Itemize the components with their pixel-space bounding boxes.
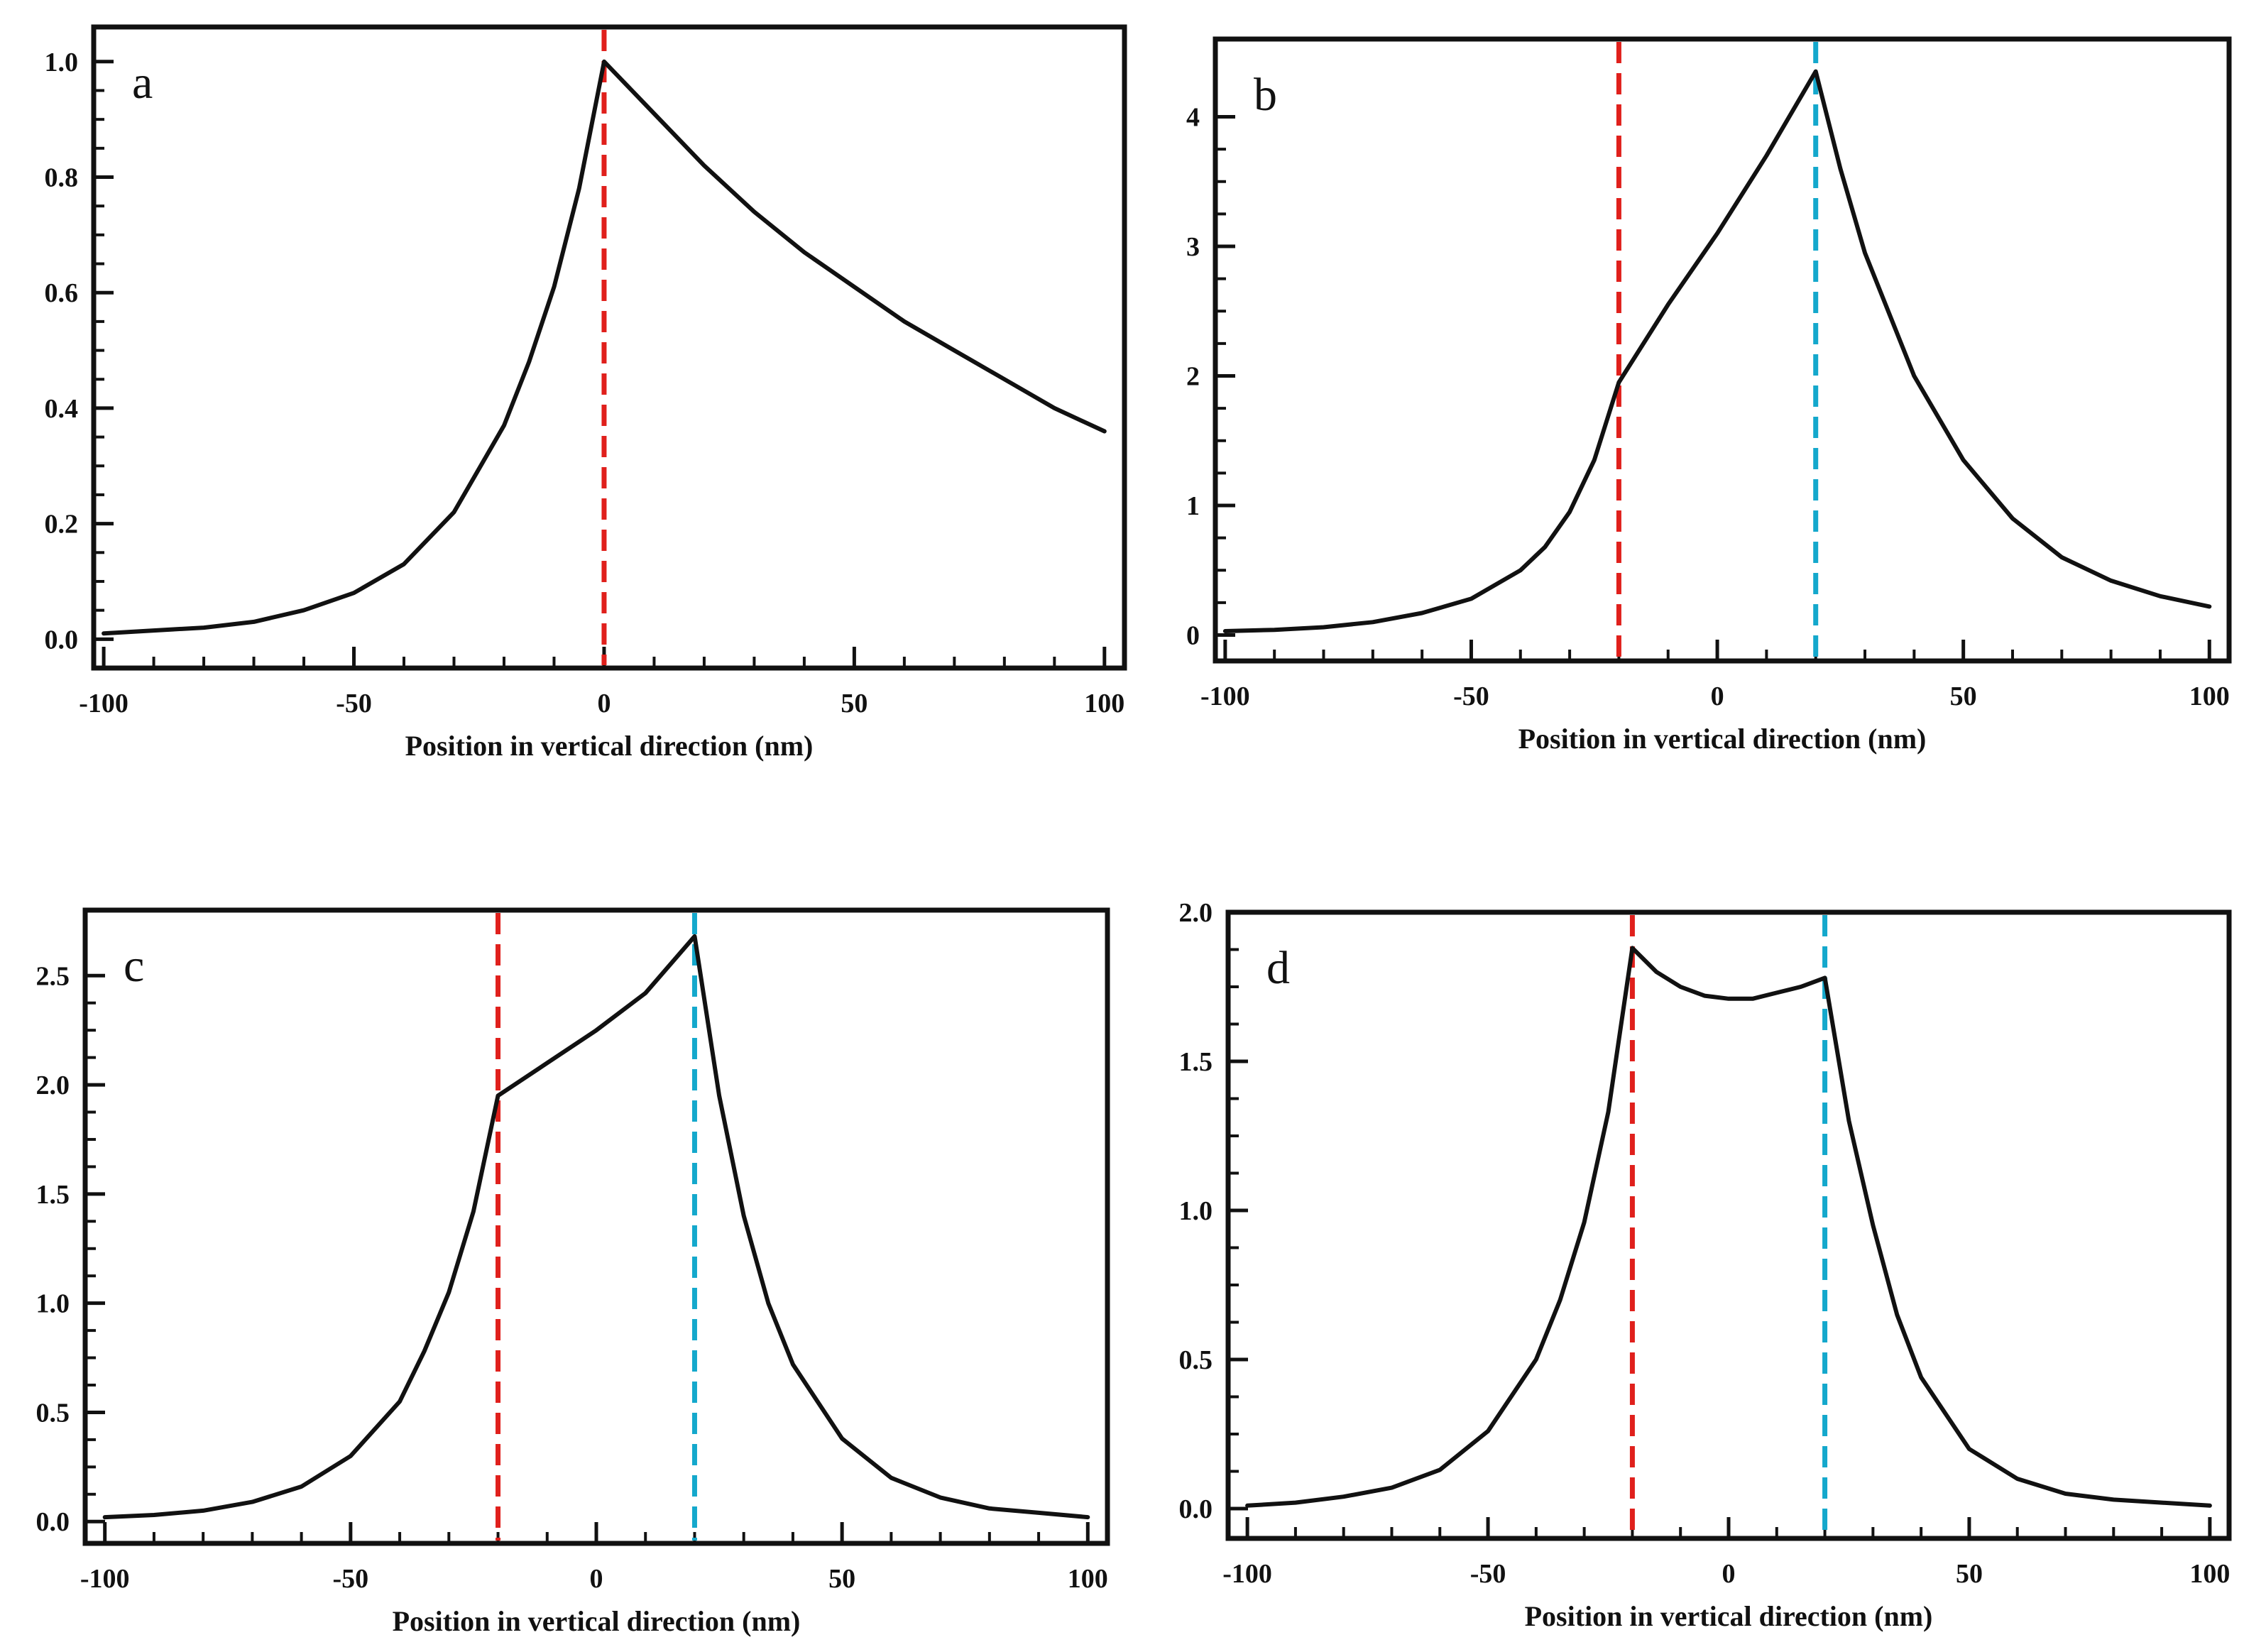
series-line-profile [102, 934, 1090, 1520]
x-tick-label: 0 [1722, 1559, 1736, 1589]
series-line-profile [102, 59, 1107, 636]
y-tick-label: 2.5 [36, 961, 70, 991]
chart-panel-b: -100 -50 0 50 100 0 1 2 3 4 b Position in vertical … [1186, 36, 2232, 755]
x-axis-title: Position in vertical direction (nm) [405, 730, 814, 762]
plot-frame [91, 24, 1127, 671]
y-tick-label: 0.0 [1179, 1494, 1213, 1524]
x-tick-label: 50 [828, 1564, 855, 1594]
y-tick-label: 0.2 [45, 510, 79, 540]
panel-label: c [124, 940, 144, 992]
plot-frame [1225, 909, 2232, 1541]
x-tick-label: 0 [597, 689, 611, 718]
plot-frame [1213, 36, 2232, 664]
x-tick-label: 50 [1956, 1559, 1983, 1589]
y-tick-label: 0.5 [36, 1398, 70, 1428]
y-tick-label: 1.5 [1179, 1047, 1213, 1077]
x-tick-label: 0 [590, 1564, 603, 1594]
x-axis-title: Position in vertical direction (nm) [393, 1605, 801, 1637]
y-tick-label: 1.0 [1179, 1196, 1213, 1226]
x-tick-label: 100 [1084, 689, 1124, 718]
x-tick-label: -50 [1470, 1559, 1506, 1589]
y-tick-label: 3 [1186, 232, 1200, 262]
y-tick-label: 1 [1186, 491, 1200, 521]
y-tick-label: 1.0 [36, 1289, 70, 1319]
y-tick-label: 0.6 [45, 278, 79, 308]
x-tick-label: 100 [1068, 1564, 1108, 1594]
x-tick-label: -50 [333, 1564, 369, 1594]
x-tick-label: -50 [1453, 682, 1489, 711]
x-tick-label: -100 [80, 1564, 130, 1594]
y-tick-label: 0.5 [1179, 1345, 1213, 1375]
y-tick-label: 2.0 [36, 1071, 70, 1100]
chart-panel-d: -100 -50 0 50 100 0.0 0.5 1.0 1.5 2.0 d Position in… [1179, 898, 2232, 1632]
x-tick-label: -100 [1222, 1559, 1272, 1589]
series-line-profile [1222, 69, 2212, 633]
y-tick-label: 1.5 [36, 1180, 70, 1210]
x-tick-label: 100 [2189, 1559, 2230, 1589]
y-tick-label: 2.0 [1179, 898, 1213, 928]
y-tick-label: 4 [1186, 103, 1200, 133]
y-tick-label: 0.0 [45, 625, 79, 655]
x-axis-title: Position in vertical direction (nm) [1518, 723, 1927, 755]
x-tick-label: -100 [79, 689, 128, 718]
y-tick-label: 0 [1186, 621, 1200, 651]
y-tick-label: 0.4 [45, 394, 79, 424]
x-tick-label: 0 [1711, 682, 1724, 711]
x-tick-label: 100 [2189, 682, 2230, 711]
plot-frame [82, 907, 1110, 1546]
panel-label: d [1266, 942, 1290, 994]
panel-label: b [1254, 69, 1277, 121]
chart-panel-c: -100 -50 0 50 100 0.0 0.5 1.0 1.5 2.0 2.5 c Position… [36, 907, 1110, 1637]
chart-panel-a: -100 -50 0 50 100 0.0 0.2 0.4 0.6 0.8 1.0 a Position… [45, 24, 1127, 762]
panel-label: a [132, 57, 153, 109]
x-axis-title: Position in vertical direction (nm) [1525, 1600, 1933, 1632]
y-tick-label: 2 [1186, 362, 1200, 392]
y-tick-label: 0.0 [36, 1507, 70, 1537]
x-tick-label: 50 [841, 689, 867, 718]
x-tick-label: -50 [336, 689, 372, 718]
x-tick-label: 50 [1950, 682, 1977, 711]
y-tick-label: 0.8 [45, 163, 79, 193]
x-tick-label: -100 [1200, 682, 1250, 711]
y-tick-label: 1.0 [45, 48, 79, 77]
series-line-profile [1245, 946, 2212, 1508]
